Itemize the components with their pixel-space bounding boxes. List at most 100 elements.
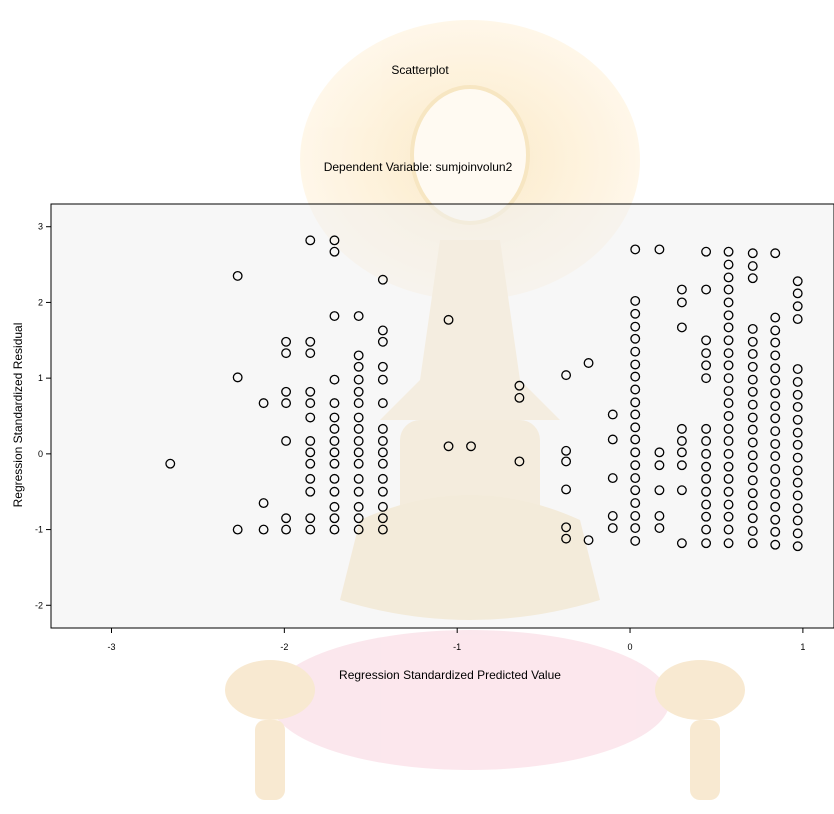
data-point (630, 409, 641, 420)
data-point (701, 524, 712, 535)
data-point (607, 523, 618, 534)
chart-title: Scatterplot (391, 63, 449, 77)
data-point (654, 510, 665, 521)
data-point (353, 486, 364, 497)
data-point (747, 462, 758, 473)
data-point (701, 360, 712, 371)
data-point (305, 386, 316, 397)
data-point (792, 389, 803, 400)
data-point (747, 513, 758, 524)
data-point (701, 473, 712, 484)
data-point (701, 499, 712, 510)
data-point (701, 335, 712, 346)
data-point (281, 524, 292, 535)
data-point (583, 535, 594, 546)
data-point (747, 450, 758, 461)
y-tick-label: 1 (38, 373, 43, 383)
data-point (561, 456, 572, 467)
data-point (607, 434, 618, 445)
data-point (232, 524, 243, 535)
y-tick-label: 2 (38, 297, 43, 307)
data-point (723, 524, 734, 535)
data-point (770, 350, 781, 361)
data-point (353, 386, 364, 397)
data-point (770, 248, 781, 259)
data-point (723, 360, 734, 371)
data-point (353, 311, 364, 322)
data-point (329, 513, 340, 524)
data-point (747, 261, 758, 272)
data-point (281, 436, 292, 446)
data-point (770, 426, 781, 437)
data-point (305, 436, 316, 446)
data-point (281, 348, 292, 359)
data-point (792, 276, 803, 287)
data-point (630, 523, 641, 534)
data-point (561, 445, 572, 456)
data-point (770, 489, 781, 499)
data-point (676, 538, 687, 549)
data-point (377, 398, 388, 409)
data-point (561, 484, 572, 495)
data-point (747, 273, 758, 284)
data-point (747, 361, 758, 372)
data-point (305, 336, 316, 347)
data-point (630, 308, 641, 319)
data-point (792, 414, 803, 425)
data-point (630, 333, 641, 344)
data-point (329, 412, 340, 423)
data-point (654, 447, 665, 458)
data-point (792, 465, 803, 476)
data-point (377, 447, 388, 458)
data-point (770, 337, 781, 348)
data-point (701, 284, 712, 295)
data-point (676, 436, 687, 446)
data-point (329, 423, 340, 434)
x-tick-label: -3 (107, 642, 115, 652)
data-point (305, 486, 316, 497)
data-point (792, 515, 803, 526)
data-point (701, 348, 712, 359)
data-point (305, 513, 316, 524)
data-point (232, 270, 243, 281)
data-point (747, 526, 758, 537)
data-point (723, 473, 734, 484)
data-point (377, 361, 388, 372)
data-point (792, 314, 803, 325)
data-point (792, 364, 803, 375)
data-point (281, 513, 292, 524)
data-point (723, 246, 734, 257)
data-point (723, 310, 734, 321)
data-point (607, 409, 618, 420)
data-point (792, 439, 803, 450)
data-point (723, 411, 734, 421)
data-point (723, 373, 734, 384)
data-point (329, 486, 340, 497)
plot-area (50, 203, 834, 629)
data-point (770, 526, 781, 537)
y-tick-label: 0 (38, 449, 43, 459)
data-point (466, 441, 476, 452)
data-point (630, 371, 641, 382)
x-tick-label: -2 (280, 642, 288, 652)
data-point (305, 235, 316, 246)
data-point (747, 488, 758, 499)
data-point (747, 424, 758, 435)
data-point (281, 398, 292, 409)
data-point (607, 473, 618, 484)
data-point (514, 380, 525, 391)
data-point (747, 475, 758, 486)
data-point (305, 473, 316, 484)
data-point (770, 539, 781, 550)
data-point (654, 485, 665, 496)
x-axis-label: Regression Standardized Predicted Value (339, 668, 561, 682)
data-point (630, 535, 641, 546)
data-point (770, 401, 781, 412)
data-point (792, 401, 803, 412)
data-point (329, 311, 340, 322)
data-point (630, 384, 641, 395)
data-point (258, 524, 269, 535)
data-point (770, 325, 781, 336)
data-point (723, 486, 734, 497)
data-point (583, 358, 594, 368)
